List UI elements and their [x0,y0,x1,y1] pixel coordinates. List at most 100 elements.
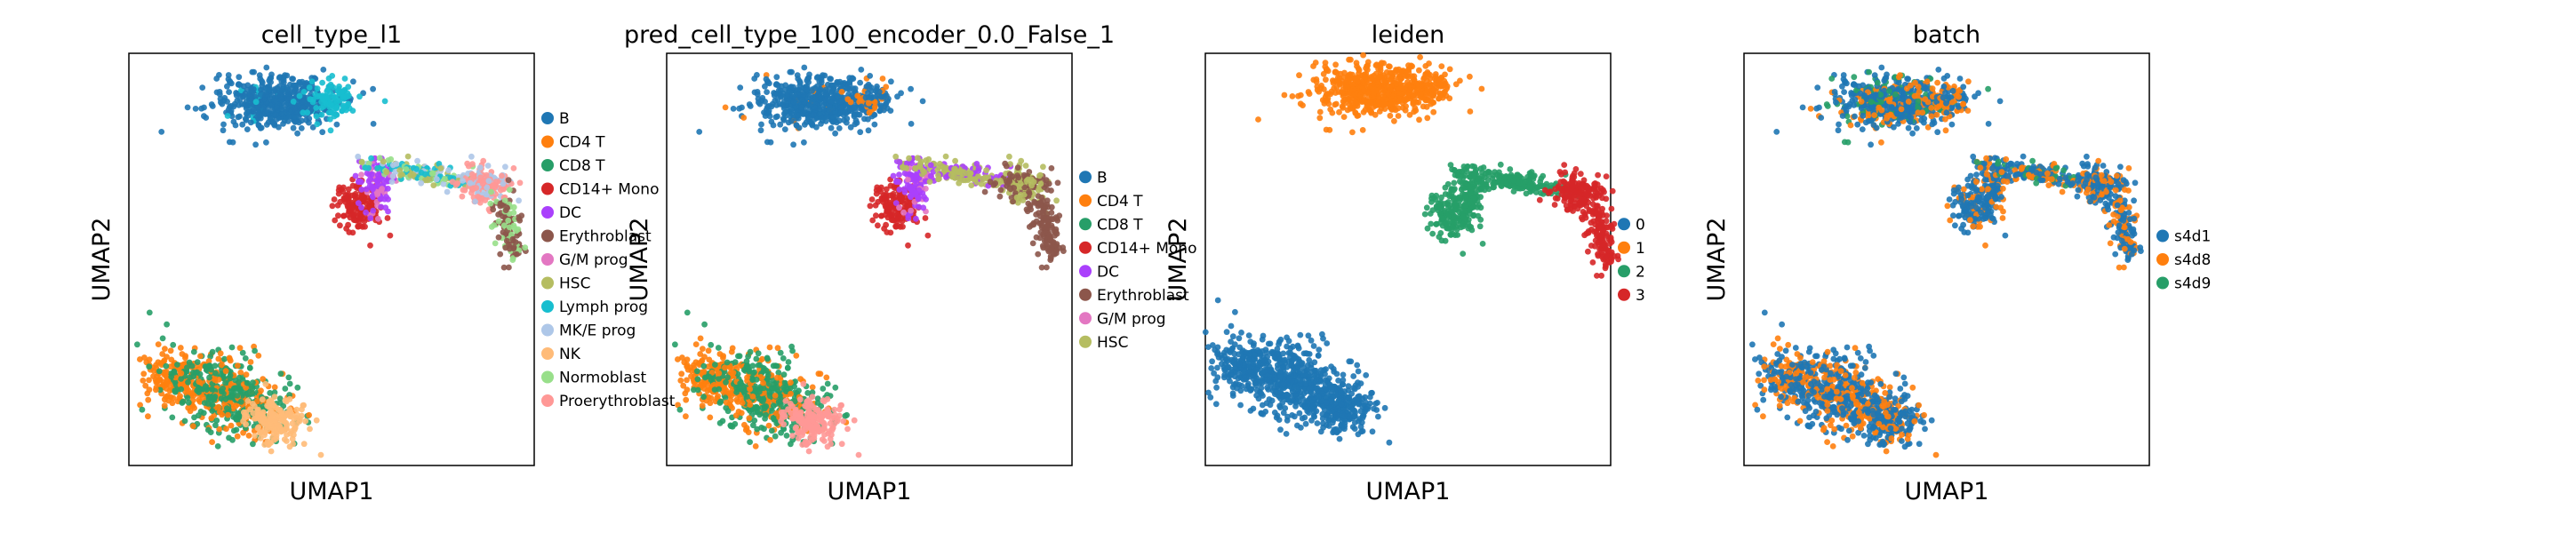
scatter-point [890,172,897,179]
legend-label: NK [559,346,581,363]
scatter-point [296,92,303,99]
scatter-point [484,163,492,169]
scatter-point [780,355,787,362]
scatter-point [506,245,513,252]
scatter-point [857,129,864,136]
scatter-point [875,222,881,229]
scatter-point [197,409,204,415]
scatter-point [815,370,822,378]
scatter-point [502,207,509,214]
scatter-point [724,408,732,415]
scatter-point [370,207,377,214]
scatter-point [334,103,340,110]
scatter-point [300,98,307,105]
scatter-point [388,179,396,186]
scatter-point [996,193,1004,200]
scatter-point [347,207,353,213]
scatter-point [756,388,763,395]
scatter-point [221,355,228,362]
scatter-point [790,99,797,106]
scatter-point [163,394,170,401]
scatter-point [774,345,781,352]
scatter-point [282,72,288,79]
scatter-point [159,351,166,357]
scatter-point [732,359,739,365]
scatter-point [793,411,800,418]
scatter-point [263,64,270,71]
scatter-point [744,394,750,400]
scatter-point [340,212,347,219]
scatter-point [226,89,232,95]
scatter-point [896,171,902,179]
scatter-point [754,409,761,416]
scatter-point [244,379,251,386]
legend-marker [541,370,554,384]
scatter-point [767,436,773,443]
scatter-point [906,171,913,178]
scatter-point [505,177,512,184]
scatter-point [436,161,443,167]
scatter-point [747,402,754,408]
scatter-point [1047,235,1054,243]
scatter-point [345,186,352,193]
scatter-point [209,439,216,445]
scatter-point [865,127,872,134]
scatter-point [707,400,714,407]
scatter-point [1378,60,1385,67]
legend-marker [541,323,554,337]
scatter-point [1316,108,1324,115]
scatter-point [196,389,203,395]
scatter-point [468,171,476,178]
scatter-point [684,386,691,394]
scatter-point [228,380,235,387]
scatter-point [228,422,235,429]
scatter-point [793,353,800,359]
scatter-point [754,89,761,95]
scatter-point [727,423,734,430]
scatter-point [375,215,381,222]
scatter-point [159,335,166,342]
scatter-points [672,64,1067,458]
scatter-point [276,395,284,402]
scatter-point [332,217,339,224]
legend-marker [1079,171,1092,184]
scatter-point [259,79,266,86]
scatter-point [162,346,168,352]
scatter-point [177,345,184,351]
scatter-point [735,353,741,360]
scatter-point [506,187,513,194]
scatter-point [837,84,844,90]
scatter-point [747,439,753,445]
scatter-point [779,409,785,416]
scatter-point [821,426,828,432]
scatter-point [1053,215,1060,222]
scatter-point [1348,56,1354,63]
scatter-point [740,367,748,373]
scatter-point [1430,108,1437,115]
scatter-point [256,72,263,79]
scatter-point [752,443,759,449]
scatter-point [262,380,269,387]
scatter-point [203,115,210,121]
scatter-point [1391,117,1397,124]
scatter-point [434,176,440,183]
scatter-point [192,370,199,376]
scatter-point [827,420,834,427]
scatter-point [756,395,763,402]
scatter-point [1044,245,1051,252]
legend-label: DC [559,204,581,222]
scatter-point [313,105,320,111]
scatter-point [983,167,989,174]
scatter-point [185,399,192,406]
scatter-point [790,141,796,148]
scatter-point [820,386,827,392]
scatter-point [775,398,782,405]
scatter-point [672,341,678,348]
scatter-point [212,422,219,429]
scatter-point [1035,187,1042,194]
scatter-point [851,417,858,424]
scatter-point [751,76,758,82]
scatter-point [454,180,461,187]
scatter-point [300,84,307,90]
scatter-point [497,187,504,194]
